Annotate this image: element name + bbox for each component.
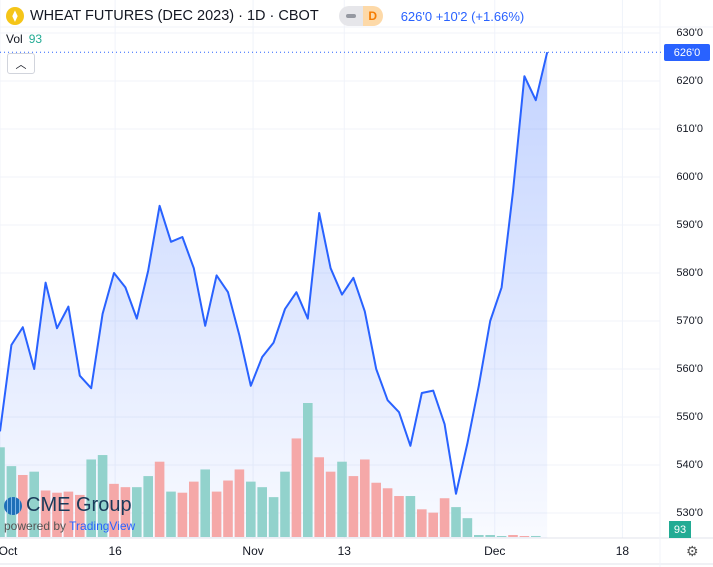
wheat-icon: ⧫ — [6, 7, 24, 25]
price-tick-label: 590'0 — [676, 219, 703, 231]
last-volume-tag: 93 — [669, 521, 691, 538]
volume-bar — [63, 491, 74, 537]
time-tick-label: Dec — [484, 544, 506, 558]
volume-bar — [75, 494, 85, 537]
price-tick-label: 540'0 — [676, 459, 703, 471]
minus-icon — [338, 6, 363, 26]
volume-bar — [291, 438, 302, 537]
volume-legend-label: Vol — [6, 32, 23, 46]
last-price-tag: 626'0 — [664, 44, 710, 61]
volume-bar — [519, 536, 530, 537]
volume-bar — [268, 497, 279, 537]
price-tick-label: 580'0 — [676, 267, 703, 279]
chevron-up-icon: ︿ — [15, 58, 27, 71]
volume-legend: Vol 93 — [6, 32, 42, 46]
volume-bar — [280, 471, 290, 537]
logo-brand: CME Group — [26, 494, 132, 516]
price-line — [0, 51, 549, 495]
volume-bar — [360, 459, 370, 537]
market-status[interactable]: D — [338, 6, 383, 26]
volume-bar — [246, 481, 256, 537]
price-tick-label: 620'0 — [676, 75, 703, 87]
time-tick-label: 18 — [615, 544, 630, 558]
price-tick-label: 550'0 — [676, 411, 703, 423]
volume-bar — [462, 518, 473, 537]
volume-bar — [120, 487, 131, 537]
volume-bar — [234, 469, 245, 537]
volume-bar — [97, 455, 108, 537]
volume-bar — [394, 496, 404, 537]
time-tick-label: Oct — [0, 544, 18, 558]
volume-bar — [177, 492, 188, 537]
volume-bar — [223, 480, 233, 537]
symbol-title[interactable]: WHEAT FUTURES (DEC 2023) · 1D · CBOT — [30, 8, 319, 24]
volume-bar — [371, 482, 381, 537]
volume-bar — [257, 487, 267, 537]
volume-bar — [405, 496, 416, 537]
cme-logo[interactable]: CME Group powered by TradingView — [4, 494, 135, 533]
volume-legend-value: 93 — [28, 32, 43, 46]
volume-bar — [508, 535, 518, 537]
price-area-fill — [0, 52, 548, 538]
volume-bar — [29, 471, 39, 537]
volume-bar — [325, 471, 336, 537]
volume-bar — [40, 490, 51, 537]
price-tick-label: 570'0 — [676, 315, 703, 327]
logo-powered: powered by — [4, 519, 67, 533]
volume-bar — [211, 491, 222, 537]
price-tick-label: 530'0 — [676, 507, 703, 519]
volume-bar — [337, 461, 347, 537]
volume-bar — [303, 403, 313, 537]
volume-bar — [314, 457, 324, 537]
time-tick-label: Nov — [242, 544, 264, 558]
price-tick-label: 630'0 — [676, 27, 703, 39]
volume-bar — [86, 459, 96, 537]
volume-bar — [417, 509, 427, 537]
volume-bar — [154, 461, 165, 537]
volume-bar — [451, 507, 461, 537]
volume-bar — [428, 512, 438, 537]
volume-bar — [52, 492, 62, 537]
volume-bar — [531, 535, 541, 537]
volume-bar — [189, 481, 199, 537]
volume-bar — [132, 487, 142, 537]
price-tick-label: 610'0 — [676, 123, 703, 135]
volume-bar — [0, 447, 5, 537]
market-status-badge: D — [362, 6, 383, 26]
volume-bar — [143, 476, 153, 537]
gear-icon[interactable]: ⚙ — [686, 543, 699, 559]
volume-bar — [382, 488, 393, 537]
logo-tradingview: TradingView — [69, 519, 136, 533]
volume-bar — [496, 536, 507, 537]
time-tick-label: 16 — [108, 544, 122, 558]
volume-bar — [109, 483, 119, 537]
price-tick-label: 560'0 — [676, 363, 703, 375]
collapse-legend-button[interactable]: ︿ — [7, 53, 35, 74]
price-tick-label: 600'0 — [676, 171, 703, 183]
volume-bar — [166, 491, 176, 537]
chart-header: ⧫ WHEAT FUTURES (DEC 2023) · 1D · CBOT D… — [6, 6, 524, 26]
globe-icon — [4, 496, 22, 515]
volume-bar — [18, 474, 28, 537]
volume-bar — [439, 498, 450, 537]
volume-bar — [348, 476, 359, 537]
volume-bar — [485, 535, 495, 537]
price-quote: 626'0 +10'2 (+1.66%) — [400, 8, 525, 24]
volume-bar — [200, 469, 210, 537]
time-tick-label: 13 — [337, 544, 351, 558]
volume-bar — [474, 535, 484, 537]
